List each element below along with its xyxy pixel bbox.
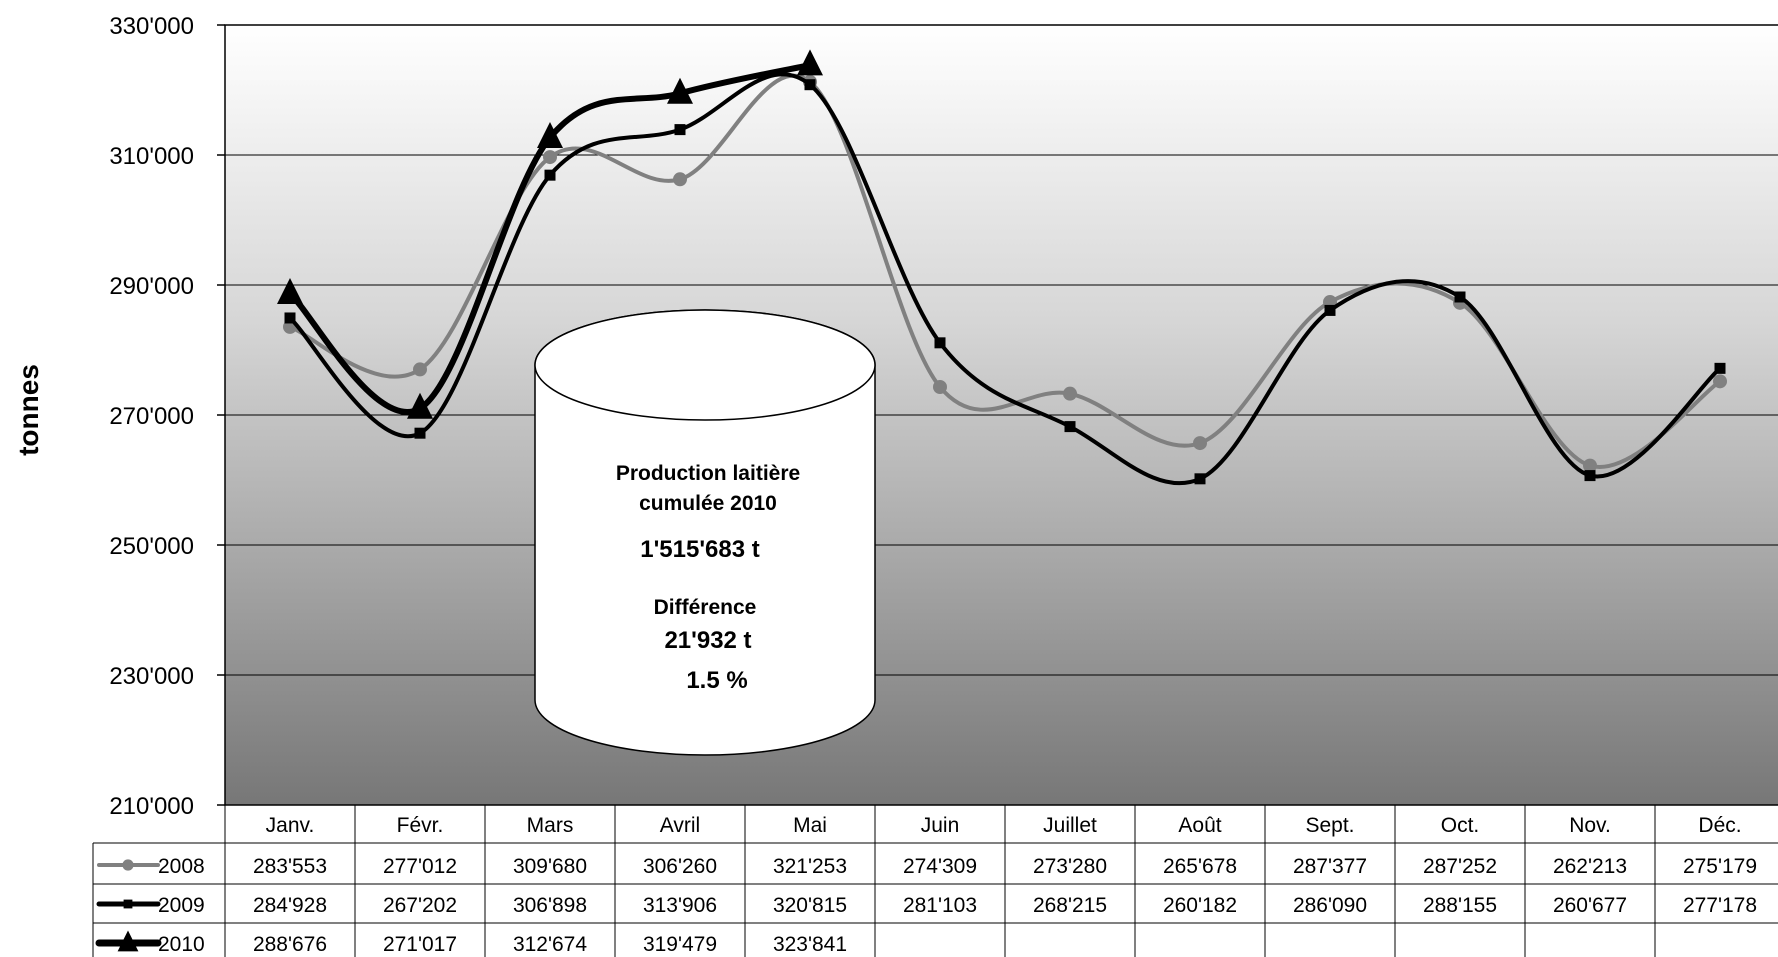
data-cell: 286'090 (1293, 894, 1367, 917)
gridlines (225, 154, 1778, 676)
data-cell: 323'841 (773, 933, 847, 956)
data-point-2010 (277, 278, 303, 305)
data-cell: 260'677 (1553, 894, 1627, 917)
data-cell: 273'280 (1033, 855, 1107, 878)
y-tick-label: 250'000 (109, 533, 194, 560)
data-point-2009 (1194, 473, 1206, 485)
data-cell: 306'898 (513, 894, 587, 917)
category-label: Avril (660, 814, 700, 837)
data-cell: 309'680 (513, 855, 587, 878)
category-label: Juin (921, 814, 960, 837)
data-point-2009 (934, 337, 946, 349)
data-point-2009 (1714, 362, 1726, 374)
legend-marker-2009 (123, 899, 133, 909)
data-point-2008 (413, 362, 427, 377)
data-cell: 313'906 (643, 894, 717, 917)
category-label: Oct. (1441, 814, 1480, 837)
y-tick-label: 330'000 (109, 13, 194, 40)
category-label: Sept. (1305, 814, 1354, 837)
y-tick-label: 210'000 (109, 793, 194, 820)
data-cell: 262'213 (1553, 855, 1627, 878)
data-cell: 274'309 (903, 855, 977, 878)
series-lines (277, 49, 1727, 486)
data-cell: 288'155 (1423, 894, 1497, 917)
category-label: Août (1178, 814, 1221, 837)
category-label: Juillet (1043, 814, 1097, 837)
data-point-2009 (1064, 421, 1076, 433)
data-cell: 288'676 (253, 933, 327, 956)
annotation-diff-value: 21'932 t (664, 627, 751, 654)
category-label: Nov. (1569, 814, 1611, 837)
data-point-2008 (1713, 374, 1727, 389)
data-cell: 319'479 (643, 933, 717, 956)
data-cell: 283'553 (253, 855, 327, 878)
data-cell: 275'179 (1683, 855, 1757, 878)
y-tick-label: 290'000 (109, 273, 194, 300)
data-cell: 321'253 (773, 855, 847, 878)
data-point-2010 (537, 122, 563, 149)
data-point-2008 (933, 379, 947, 394)
data-point-2009 (1584, 470, 1596, 482)
data-cell: 320'815 (773, 894, 847, 917)
data-cell: 260'182 (1163, 894, 1237, 917)
legend-marker-2008 (122, 859, 134, 871)
data-cell: 277'012 (383, 855, 457, 878)
data-point-2008 (1193, 436, 1207, 451)
data-cell: 277'178 (1683, 894, 1757, 917)
category-label: Mai (793, 814, 827, 837)
category-label: Janv. (266, 814, 315, 837)
annotation-line1: Production laitière (616, 462, 800, 485)
data-point-2008 (1583, 458, 1597, 473)
data-point-2009 (284, 312, 296, 324)
data-point-2008 (673, 172, 687, 187)
data-cell: 284'928 (253, 894, 327, 917)
data-point-2008 (543, 150, 557, 165)
data-cell: 267'202 (383, 894, 457, 917)
data-point-2008 (1063, 386, 1077, 401)
series-line-2009 (288, 72, 1722, 486)
data-point-2010 (797, 49, 823, 76)
annotation-diff-pct: 1.5 % (686, 667, 747, 694)
data-point-2009 (414, 427, 426, 439)
y-tick-label: 230'000 (109, 663, 194, 690)
cylinder-top (534, 309, 876, 421)
category-label: Déc. (1698, 814, 1741, 837)
y-tick-label: 310'000 (109, 143, 194, 170)
data-point-2009 (1454, 291, 1466, 303)
data-cell: 287'252 (1423, 855, 1497, 878)
data-cell: 268'215 (1033, 894, 1107, 917)
data-cell: 281'103 (903, 894, 977, 917)
legend-label-2009: 2009 (158, 894, 205, 917)
y-axis: 210'000 230'000 250'000 270'000 290'000 310'0… (109, 13, 225, 820)
data-cell: 312'674 (513, 933, 587, 956)
data-point-2010 (407, 392, 433, 419)
data-table: Janv. Févr. Mars Avril Mai Juin Juillet Août Sep… (92, 804, 1778, 957)
data-point-2009 (1324, 304, 1336, 316)
annotation-line2: cumulée 2010 (639, 492, 777, 515)
series-line-2010 (287, 62, 811, 415)
legend-label-2010: 2010 (158, 933, 205, 956)
data-cell: 287'377 (1293, 855, 1367, 878)
data-point-2009 (544, 169, 556, 181)
data-cell: 306'260 (643, 855, 717, 878)
data-cell: 265'678 (1163, 855, 1237, 878)
data-point-2010 (667, 77, 693, 104)
series-line-2008 (289, 73, 1722, 469)
annotation-total: 1'515'683 t (640, 536, 760, 563)
legend-label-2008: 2008 (158, 855, 205, 878)
legend-marker-2010 (117, 930, 139, 952)
cumulative-production-cylinder: Production laitière cumulée 2010 1'515'6… (534, 309, 876, 756)
data-point-2009 (674, 124, 686, 136)
category-label: Févr. (397, 814, 444, 837)
annotation-diff-label: Différence (654, 596, 757, 619)
data-point-2009 (804, 79, 816, 91)
category-label: Mars (527, 814, 574, 837)
y-tick-label: 270'000 (109, 403, 194, 430)
data-cell: 271'017 (383, 933, 457, 956)
y-axis-label: tonnes (13, 364, 44, 456)
